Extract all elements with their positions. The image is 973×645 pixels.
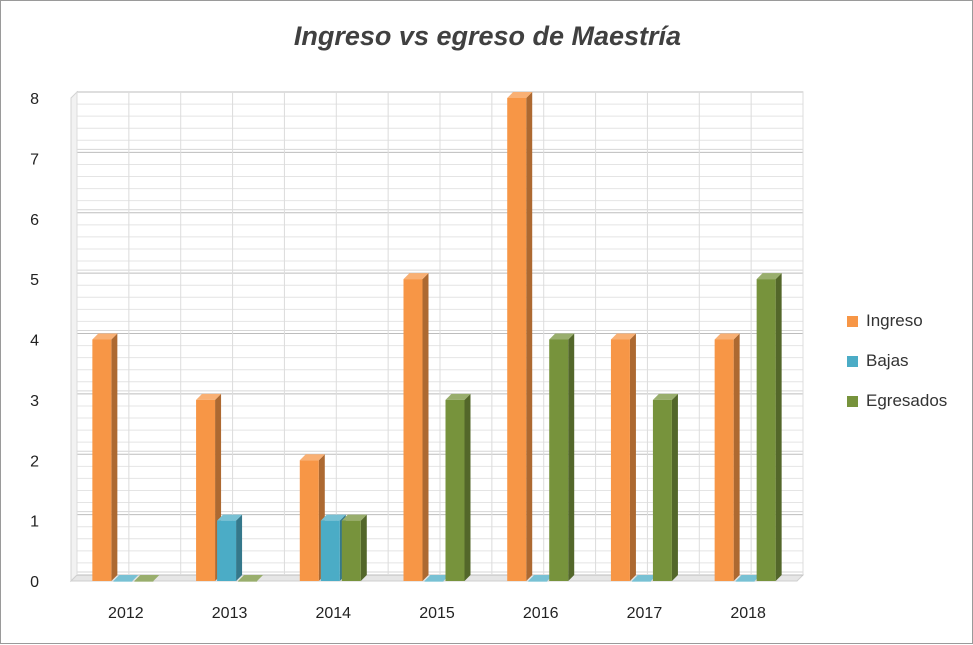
bar-egresados-top [549,333,575,340]
bar-egresados-side [464,393,471,581]
bar-ingreso-side [526,92,533,581]
bar-ingreso [507,98,527,581]
bar-egresados-top [238,575,264,581]
legend-swatch-egresados [847,395,858,407]
legend-item-bajas: Bajas [847,341,947,381]
x-tick-label: 2013 [212,605,248,622]
bar-bajas-top [424,575,450,581]
bar-ingreso-side [111,333,118,581]
x-tick-label: 2018 [730,605,766,622]
x-tick-label: 2016 [523,605,559,622]
bar-ingreso-side [422,273,429,581]
legend-label-ingreso: Ingreso [866,311,923,330]
bar-ingreso-top [196,393,222,400]
bar-ingreso [299,460,319,581]
bar-bajas [528,581,548,582]
legend-item-ingreso: Ingreso [847,301,947,341]
bar-bajas-top [528,575,554,581]
bar-ingreso [92,339,112,581]
x-tick-label: 2014 [315,605,351,622]
bar-egresados-side [568,333,575,581]
y-tick-label: 5 [30,272,39,289]
bar-bajas-top [113,575,139,581]
bar-bajas [113,581,133,582]
x-tick-label: 2015 [419,605,455,622]
chart-title: Ingreso vs egreso de Maestría [293,21,682,51]
bar-egresados [549,339,569,581]
y-tick-label: 2 [30,453,39,470]
legend-swatch-bajas [847,355,858,367]
y-tick-label: 8 [30,91,39,108]
legend-label-egresados: Egresados [866,391,948,410]
bar-egresados [341,520,361,581]
bar-bajas [217,520,237,581]
bar-ingreso-top [507,92,533,98]
bar-egresados [238,581,258,582]
bar-bajas-top [320,514,346,521]
bar-ingreso-top [299,454,325,461]
bar-ingreso-side [629,333,636,581]
bar-egresados-top [341,514,367,521]
bar-egresados-top [652,393,678,400]
side-wall [70,90,78,583]
bar-bajas-top [217,514,243,521]
y-tick-label: 3 [30,393,39,410]
bar-egresados [652,399,672,581]
y-tick-label: 7 [30,151,39,168]
bar-bajas-side [236,514,243,581]
bar-ingreso-top [714,333,740,340]
bar-egresados-side [671,393,678,581]
bar-egresados-top [756,273,782,280]
x-tick-label: 2012 [108,605,144,622]
bar-bajas [424,581,444,582]
bar-bajas [631,581,651,582]
bar-ingreso [610,339,630,581]
bar-ingreso [403,279,423,581]
y-tick-label: 1 [30,514,39,531]
y-tick-label: 0 [30,574,39,591]
legend: Ingreso Bajas Egresados [847,301,947,421]
bar-ingreso-top [92,333,118,340]
legend-swatch-ingreso [847,315,858,327]
x-tick-label: 2017 [627,605,663,622]
bar-egresados-side [775,273,782,581]
bar-bajas [735,581,755,582]
legend-label-bajas: Bajas [866,351,909,370]
bar-ingreso-top [403,273,429,280]
bar-bajas [320,520,340,581]
bar-egresados-side [360,514,367,581]
bar-bajas-top [735,575,761,581]
bar-ingreso-top [610,333,636,340]
bar-egresados [134,581,154,582]
bar-ingreso-side [733,333,740,581]
bar-ingreso [714,339,734,581]
y-tick-label: 4 [30,333,39,350]
legend-item-egresados: Egresados [847,381,947,421]
bar-egresados [445,399,465,581]
bar-ingreso [196,399,216,581]
bar-egresados-top [134,575,160,581]
bar-egresados [756,279,776,581]
bar-egresados-top [445,393,471,400]
y-tick-label: 6 [30,212,39,229]
bar-bajas-top [631,575,657,581]
